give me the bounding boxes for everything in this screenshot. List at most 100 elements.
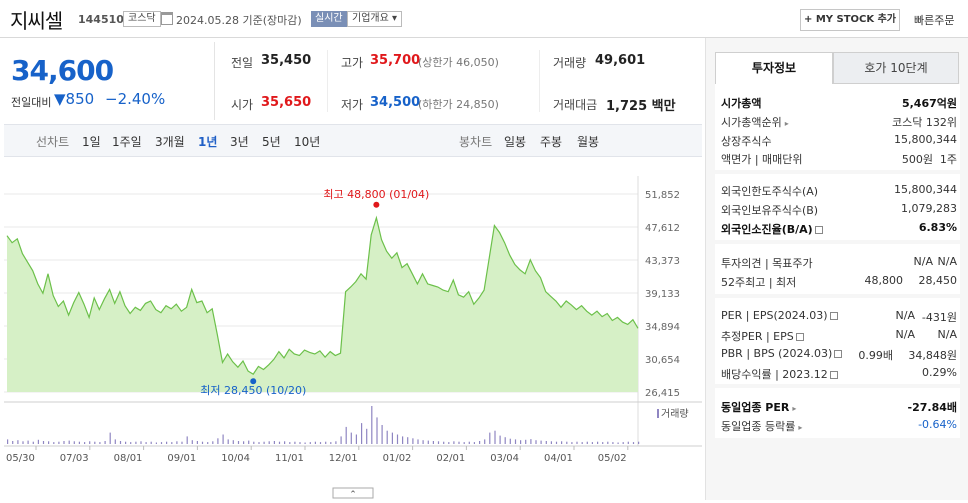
collapse-chart-button[interactable] (332, 487, 374, 499)
week52-low: 28,450 (918, 274, 958, 287)
open-label: 시가 (231, 98, 254, 112)
calendar-icon (161, 12, 173, 25)
tab-order-book[interactable]: 호가 10단계 (833, 52, 959, 84)
caret-right-icon[interactable]: ▸ (792, 404, 797, 413)
per-row: PER | EPS(2024.03) N/A -431원 (721, 308, 957, 326)
company-overview-dropdown[interactable]: 기업개요 ▾ (347, 11, 402, 27)
volume-bar (345, 426, 347, 444)
est-per-label: 추정PER | EPS (721, 330, 794, 343)
tab-investment-info[interactable]: 투자정보 (715, 52, 833, 84)
caret-right-icon[interactable]: ▸ (784, 119, 789, 128)
opinion-box: 투자의견 | 목표주가 N/A N/A 52주최고 | 최저 48,800 28… (715, 244, 960, 294)
chevron-up-icon: ⌃ (349, 490, 357, 500)
volume-bar (166, 441, 168, 444)
volume-bar (473, 442, 475, 444)
volume-bar (376, 417, 378, 444)
opinion-value: N/A (913, 255, 933, 268)
volume-bar (145, 442, 147, 444)
volume-bar (437, 441, 440, 444)
volume-bar (417, 439, 419, 444)
x-tick-label: 11/01 (275, 453, 304, 464)
company-name: 지씨셀 (10, 9, 63, 33)
volume-bar (181, 441, 183, 444)
week52-high: 48,800 (864, 274, 904, 287)
foreign-ratio-row: 외국인소진율(B/A) 6.83% (721, 220, 957, 238)
volume-bar (119, 441, 122, 444)
volume-bar (463, 442, 465, 444)
volume-bar (27, 440, 29, 444)
volume-bar (581, 442, 583, 444)
volume-bar (597, 441, 599, 444)
volume-bar (314, 441, 316, 444)
tab-3month[interactable]: 3개월 (155, 135, 185, 149)
divider (539, 50, 540, 112)
foreign-ratio-label: 외국인소진율(B/A) (721, 223, 813, 236)
volume-bar (135, 441, 137, 444)
volume-bar (48, 441, 50, 444)
volume-bar (63, 441, 65, 444)
volume-bar (479, 441, 481, 444)
volume-bar (602, 442, 604, 444)
volume-bar (627, 441, 629, 444)
volume-bar (361, 423, 363, 444)
tab-monthly-candle[interactable]: 월봉 (577, 135, 600, 149)
volume-bar (17, 440, 19, 444)
volume-bar (484, 439, 486, 444)
x-tick-label: 04/01 (544, 453, 573, 464)
caret-right-icon[interactable]: ▸ (798, 423, 803, 432)
shares-row: 상장주식수 15,800,344 (721, 132, 957, 150)
volume-bar (494, 430, 496, 444)
dividend-row: 배당수익률 | 2023.12 0.29% (721, 365, 957, 383)
tab-weekly-candle[interactable]: 주봉 (540, 135, 563, 149)
x-tick-label: 05/30 (6, 453, 35, 464)
week52-row: 52주최고 | 최저 48,800 28,450 (721, 273, 957, 291)
pbr-label: PBR | BPS (2024.03) (721, 347, 833, 360)
info-icon[interactable] (834, 350, 843, 358)
info-icon[interactable] (829, 371, 838, 379)
eps-value: -431원 (921, 311, 957, 324)
tab-daily-candle[interactable]: 일봉 (504, 135, 527, 149)
dividend-label: 배당수익률 | 2023.12 (721, 368, 828, 381)
tab-5year[interactable]: 5년 (262, 135, 281, 149)
dividend-value: 0.29% (922, 366, 957, 379)
high-marker (373, 201, 380, 208)
price-line (6, 215, 639, 376)
current-price: 34,600 (11, 54, 114, 87)
volume-bar (89, 441, 91, 444)
volume-bar (191, 440, 193, 444)
x-tick-label: 12/01 (329, 453, 358, 464)
volume-bar (422, 440, 424, 444)
tab-1day[interactable]: 1일 (82, 135, 101, 149)
tab-10year[interactable]: 10년 (294, 135, 321, 149)
volume-bar (371, 406, 373, 444)
est-per-row: 추정PER | EPS N/A N/A (721, 327, 957, 345)
face-value-row: 액면가 | 매매단위 500원 1주 (721, 150, 957, 168)
high-label: 고가 (341, 56, 364, 70)
tab-1week[interactable]: 1주일 (112, 135, 142, 149)
volume-bar (258, 442, 260, 444)
shares-label: 상장주식수 (721, 135, 772, 148)
info-icon[interactable] (829, 312, 838, 320)
pbr-value: 0.99배 (858, 349, 893, 362)
tab-1year[interactable]: 1년 (198, 135, 218, 149)
info-icon[interactable] (814, 226, 823, 234)
industry-rate-value: -0.64% (918, 418, 957, 431)
per-value: N/A (895, 309, 915, 322)
info-icon[interactable] (795, 333, 804, 341)
add-my-stock-button[interactable]: + MY STOCK 추가 (800, 9, 900, 31)
realtime-button[interactable]: 실시간 (311, 11, 347, 27)
volume-bar (499, 435, 501, 444)
volume-bar (32, 441, 34, 444)
volume-bar (171, 442, 173, 444)
opinion-label: 투자의견 | 목표주가 (721, 257, 813, 270)
trading-unit: 1주 (939, 153, 957, 166)
face-value: 500원 (901, 153, 933, 166)
quick-order-link[interactable]: 빠른주문 (914, 14, 955, 27)
price-chart[interactable]: 51,852 47,612 43,373 39,133 34,894 30,654 26,4… (4, 176, 702, 500)
volume-bar (22, 441, 24, 444)
divider (327, 50, 328, 112)
industry-box: 동일업종 PER ▸ -27.84배 동일업종 등락률 ▸ -0.64% (715, 388, 960, 438)
tab-3year[interactable]: 3년 (230, 135, 249, 149)
market-cap-row: 시가총액 5,467억원 (721, 94, 957, 112)
low-value: 34,500 (370, 95, 421, 110)
